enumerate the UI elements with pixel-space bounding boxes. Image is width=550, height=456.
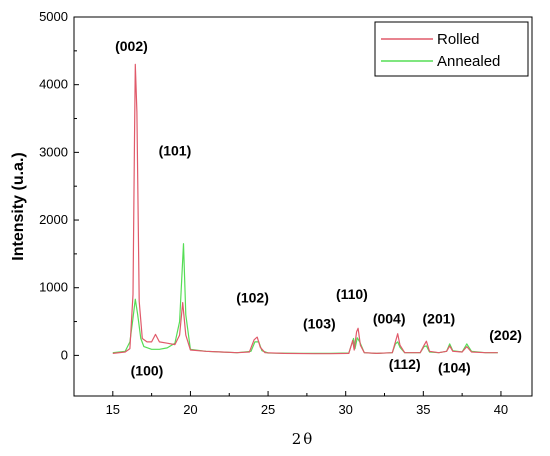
- x-axis-title: 2θ: [292, 430, 315, 448]
- series-line-rolled: [112, 63, 498, 355]
- peak-label: (104): [438, 359, 471, 375]
- peak-label: (102): [236, 290, 269, 306]
- x-tick-label: 25: [261, 402, 275, 417]
- peak-label: (202): [489, 327, 522, 343]
- x-axis-group: 15 20 25 30 35 40 2θ: [73, 391, 508, 448]
- legend-box: [374, 21, 529, 77]
- y-tick-label: 3000: [39, 144, 68, 159]
- x-tick-label: 35: [416, 402, 430, 417]
- y-axis-group: 0 1000 2000 3000 4000 5000 Intensity (u.a.): [10, 9, 79, 362]
- legend-group: Rolled Annealed: [374, 21, 529, 77]
- peak-label: (002): [115, 38, 148, 54]
- legend-label: Rolled: [437, 31, 480, 48]
- y-tick-label: 0: [61, 347, 68, 362]
- y-tick-label: 4000: [39, 77, 68, 92]
- y-tick-label: 5000: [39, 9, 68, 24]
- y-tick-label: 1000: [39, 280, 68, 295]
- peak-label: (101): [159, 143, 192, 159]
- x-tick-label: 30: [338, 402, 352, 417]
- x-tick-label: 40: [494, 402, 508, 417]
- y-axis-title: Intensity (u.a.): [10, 152, 27, 260]
- legend-label: Annealed: [437, 53, 500, 70]
- peak-label: (100): [131, 363, 164, 379]
- y-tick-label: 2000: [39, 212, 68, 227]
- series-group: [112, 63, 498, 355]
- peak-label: (110): [336, 286, 368, 302]
- peak-label: (201): [423, 311, 456, 327]
- x-tick-label: 20: [183, 402, 197, 417]
- peak-label: (004): [373, 311, 406, 327]
- plot-frame: [73, 16, 533, 397]
- peak-label: (103): [303, 315, 336, 331]
- peak-label: (112): [389, 356, 421, 372]
- annotation-group: (002) (101) (100) (102) (103)(110) (004) (112)…: [115, 38, 522, 379]
- x-tick-label: 15: [106, 402, 120, 417]
- series-line-annealed: [112, 243, 498, 354]
